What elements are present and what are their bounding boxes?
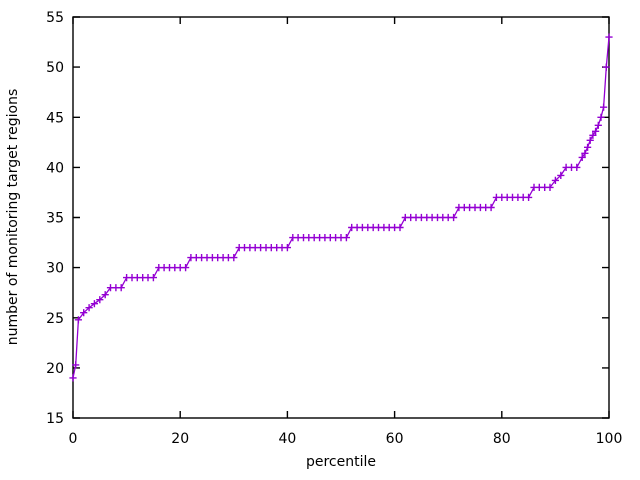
series-line	[72, 37, 610, 379]
y-tick-label: 55	[46, 10, 64, 26]
x-tick-label: 0	[69, 431, 78, 447]
y-tick-label: 30	[46, 261, 64, 277]
y-axis-label: number of monitoring target regions	[5, 89, 21, 346]
y-tick-label: 15	[46, 411, 64, 427]
x-axis-label: percentile	[306, 454, 376, 470]
y-tick-label: 25	[46, 311, 64, 327]
x-tick-label: 60	[386, 431, 404, 447]
y-tick-label: 35	[46, 211, 64, 227]
x-tick-label: 40	[278, 431, 296, 447]
series-plus-markers	[69, 33, 613, 382]
y-tick-label: 20	[46, 361, 64, 377]
x-tick-label: 100	[596, 431, 623, 447]
y-tick-label: 45	[46, 110, 64, 126]
y-tick-label: 40	[46, 160, 64, 176]
y-tick-label: 50	[46, 60, 64, 76]
axis-tick-marks	[72, 16, 610, 419]
x-tick-label: 80	[493, 431, 511, 447]
x-tick-label: 20	[171, 431, 189, 447]
plot-border	[72, 16, 610, 419]
